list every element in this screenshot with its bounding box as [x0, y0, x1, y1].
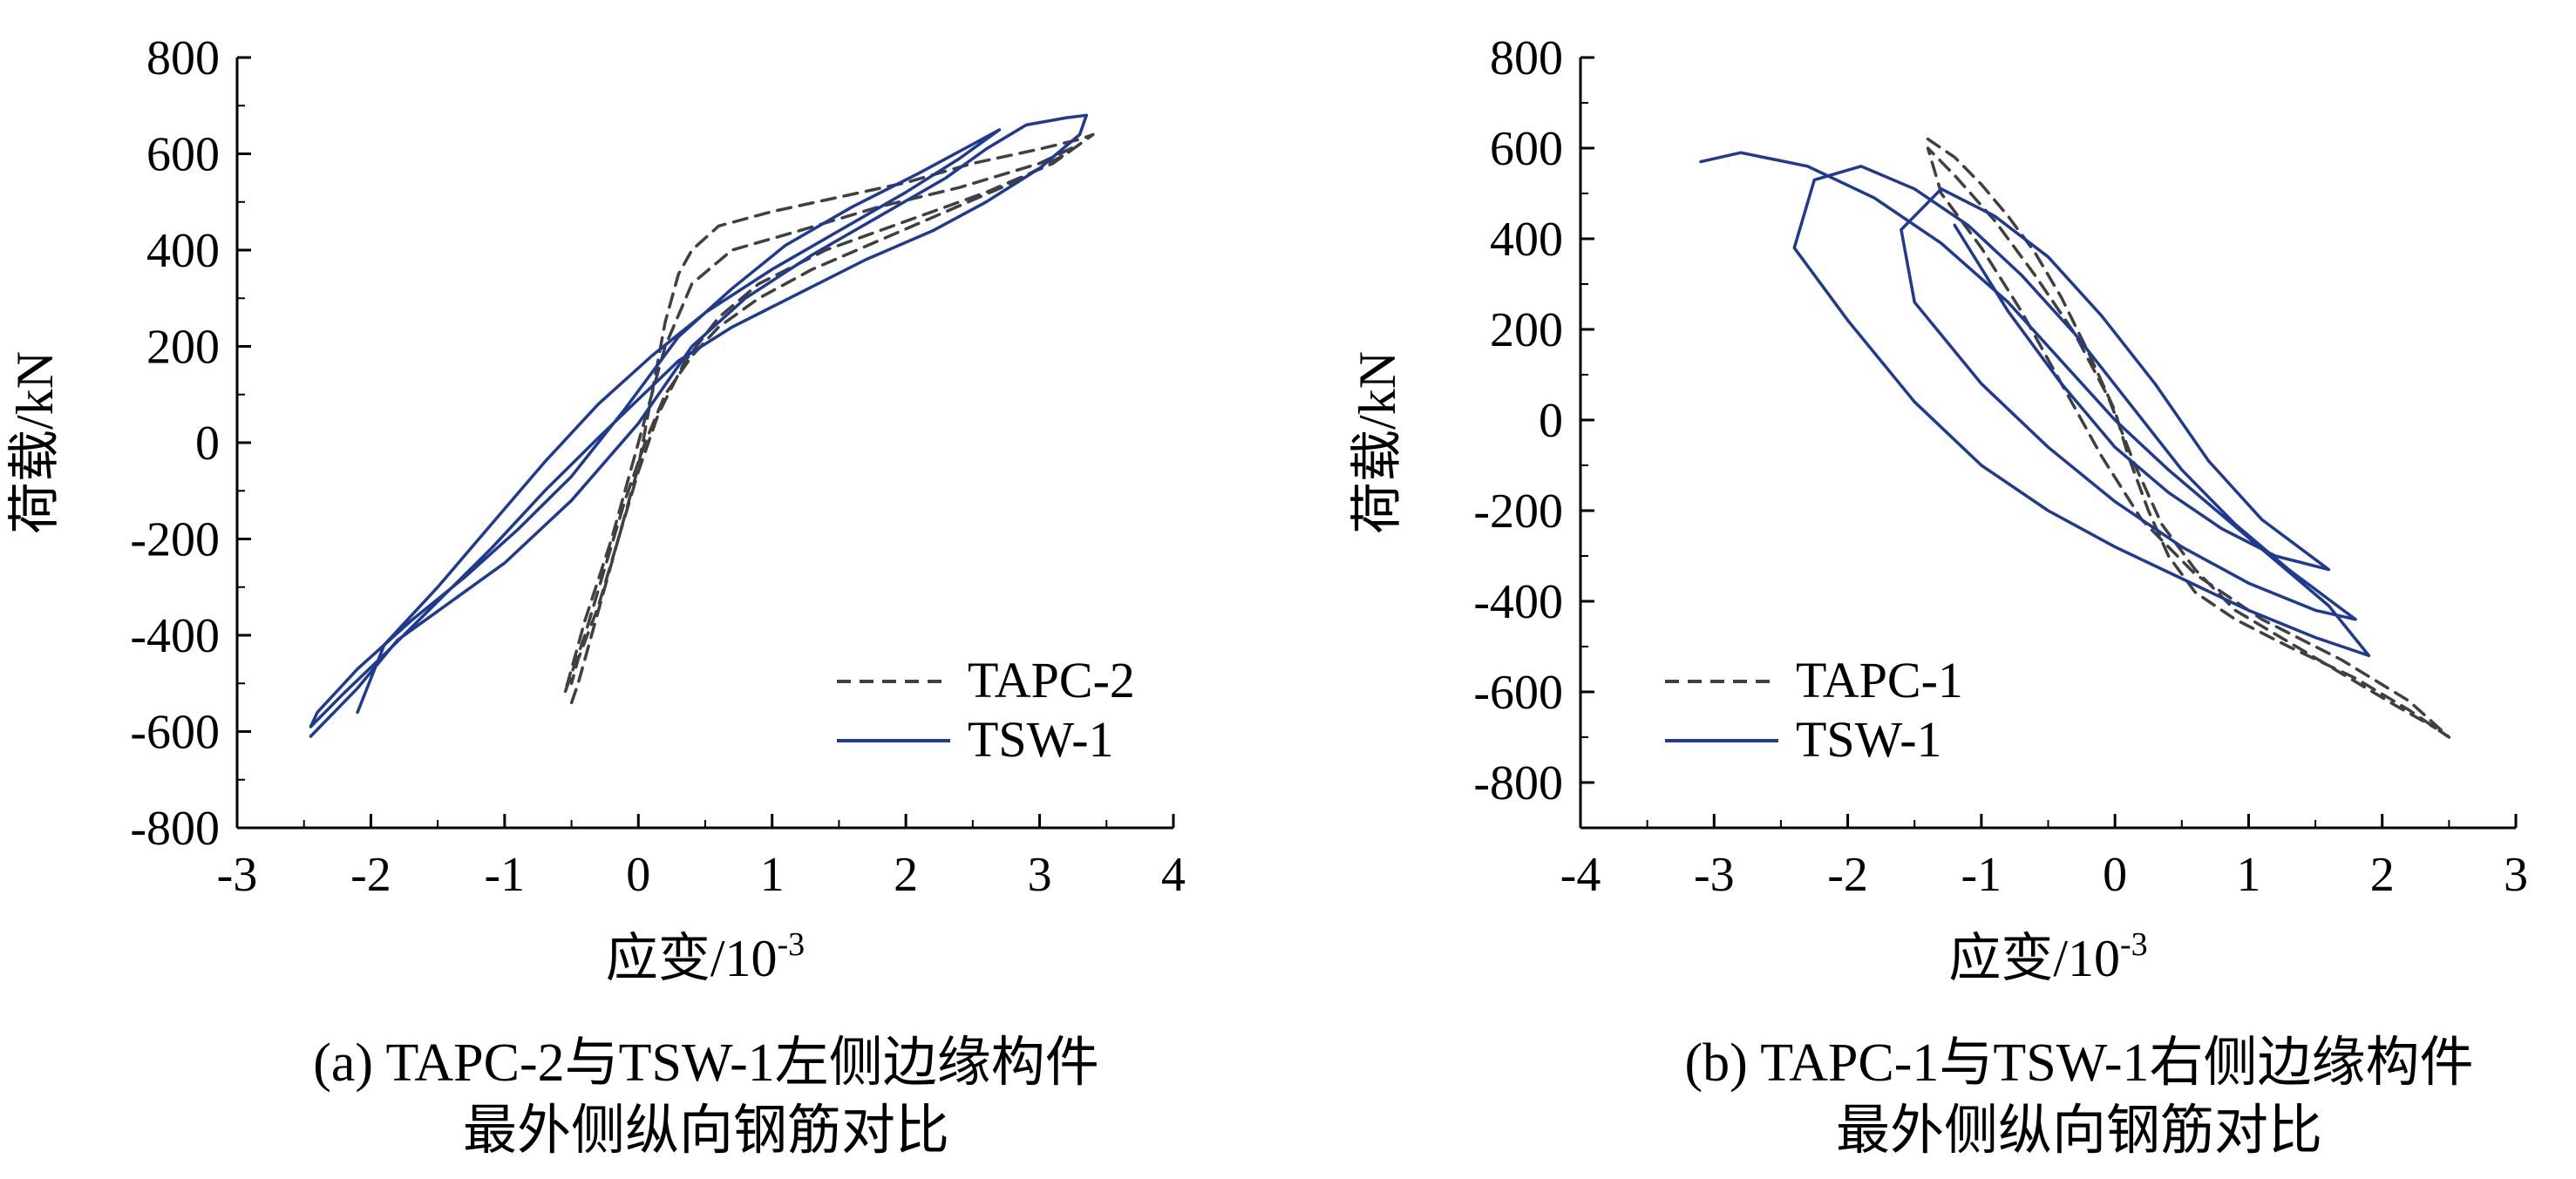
- y-tick-label: -400: [1473, 575, 1563, 629]
- y-tick-label: 600: [146, 128, 220, 182]
- caption-line-2: 最外侧纵向钢筋对比: [463, 1101, 949, 1161]
- legend-label-tapc-1: TAPC-1: [1796, 652, 1963, 708]
- y-tick-label: 400: [1490, 213, 1563, 267]
- y-axis-title: 荷载/kN: [1349, 351, 1406, 534]
- y-tick-label: -600: [1473, 666, 1563, 720]
- y-tick-label: -200: [1473, 484, 1563, 539]
- x-tick-label: 3: [1028, 848, 1052, 902]
- y-tick-label: 800: [1490, 31, 1563, 85]
- x-tick-label: -3: [1694, 848, 1735, 902]
- y-tick-label: -200: [130, 513, 220, 567]
- legend-label-tsw-1: TSW-1: [1796, 711, 1942, 768]
- figure: -3-2-1012348006004002000-200-400-600-800…: [0, 0, 2576, 1179]
- y-tick-label: 0: [195, 417, 220, 471]
- x-tick-label: 1: [2236, 848, 2260, 902]
- y-tick-label: -800: [1473, 756, 1563, 810]
- caption-line-2: 最外侧纵向钢筋对比: [1836, 1101, 2322, 1161]
- panel-a: -3 -2 -1 0 1 2 3 4 800 600 400 200 0 -200 -400 -600 -800…: [6, 31, 1186, 1161]
- caption-line-1: (b) TAPC-1与TSW-1右侧边缘构件: [1685, 1033, 2474, 1093]
- x-axis-title-exponent: -3: [778, 926, 805, 963]
- series-line-tsw-1: [1701, 152, 2369, 655]
- x-tick-label: 3: [2504, 848, 2528, 902]
- x-tick-label: 0: [626, 848, 650, 902]
- legend-label-tapc-2: TAPC-2: [968, 652, 1135, 708]
- x-tick-label: 2: [2370, 848, 2395, 902]
- x-tick-label: -2: [350, 848, 391, 902]
- legend-label-tsw-1: TSW-1: [968, 711, 1114, 768]
- y-axis-title: 荷载/kN: [6, 351, 64, 534]
- x-axis-title-base: 应变/10: [606, 930, 778, 987]
- x-tick-label: 0: [2103, 848, 2127, 902]
- y-tick-label: -800: [130, 802, 220, 856]
- y-tick-label: 600: [1490, 122, 1563, 176]
- x-tick-label: -4: [1560, 848, 1601, 902]
- x-axis-title: 应变/10-3: [606, 926, 805, 987]
- y-tick-label: 0: [1539, 394, 1563, 448]
- y-tick-label: 800: [146, 31, 220, 85]
- x-axis-title-base: 应变/10: [1948, 930, 2120, 987]
- x-axis-title-exponent: -3: [2120, 926, 2148, 963]
- x-tick-label: 4: [1161, 848, 1186, 902]
- x-tick-label: -1: [485, 848, 526, 902]
- y-tick-label: 400: [146, 224, 220, 278]
- y-tick-label: 200: [1490, 303, 1563, 357]
- y-tick-label: -400: [130, 609, 220, 663]
- x-tick-label: -3: [217, 848, 258, 902]
- y-tick-label: -600: [130, 706, 220, 760]
- x-tick-label: -2: [1827, 848, 1868, 902]
- series-line-tapc-1: [1928, 139, 2450, 737]
- x-tick-label: -1: [1961, 848, 2002, 902]
- x-axis-title: 应变/10-3: [1948, 926, 2147, 987]
- x-tick-label: 2: [894, 848, 918, 902]
- caption-line-1: (a) TAPC-2与TSW-1左侧边缘构件: [313, 1033, 1098, 1093]
- x-tick-label: 1: [760, 848, 785, 902]
- series-line-tsw-1: [310, 115, 1086, 736]
- y-tick-label: 200: [146, 321, 220, 375]
- panel-b: -4 -3 -2 -1 0 1 2 3 800 600 400 200 0 -200 -400 -600 -80…: [1349, 31, 2528, 1161]
